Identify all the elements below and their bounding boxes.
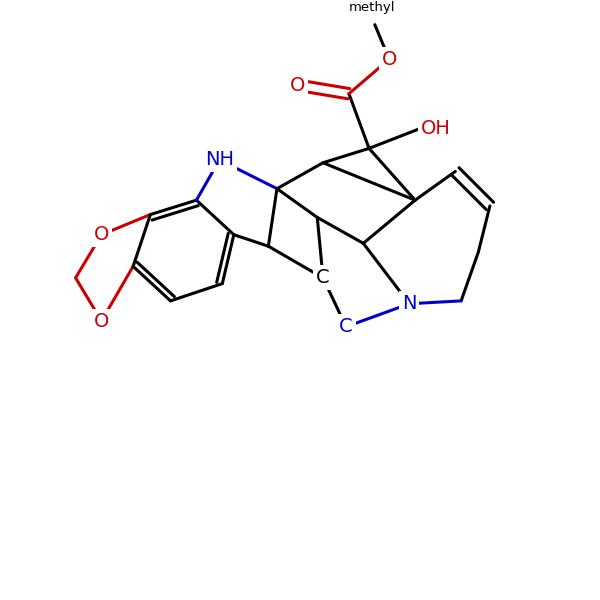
Text: O: O [289,76,305,95]
Text: N: N [402,294,416,313]
Text: O: O [94,225,109,244]
Text: methyl: methyl [349,1,395,14]
Text: C: C [339,317,353,336]
Text: OH: OH [421,119,451,138]
Text: NH: NH [205,151,234,169]
Text: O: O [382,50,397,68]
Text: O: O [94,311,109,331]
Text: C: C [316,268,330,287]
